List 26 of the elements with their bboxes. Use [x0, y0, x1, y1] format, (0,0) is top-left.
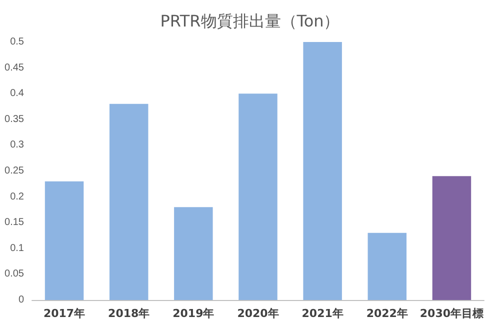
x-tick-label: 2017年: [43, 307, 86, 320]
bar: [109, 104, 148, 300]
y-tick-label: 0.15: [4, 217, 24, 228]
bar: [368, 232, 407, 300]
x-tick-label: 2030年目標: [420, 307, 484, 320]
bar: [303, 42, 342, 300]
bar: [238, 94, 278, 300]
bar: [432, 176, 472, 300]
y-tick-label: 0.25: [4, 166, 24, 176]
y-tick-label: 0.05: [4, 268, 24, 280]
x-tick-label: 2020年: [237, 307, 279, 320]
x-tick-label: 2018年: [108, 307, 150, 320]
bar: [174, 207, 213, 300]
x-tick-label: 2022年: [366, 307, 408, 320]
x-tick-label: 2019年: [172, 307, 214, 320]
bar: [44, 181, 84, 300]
y-tick-label: 0.1: [10, 242, 24, 254]
y-tick-label: 0.5: [10, 36, 24, 48]
chart-title: PRTR物質排出量（Ton）: [160, 12, 340, 30]
y-tick-label: 0: [18, 294, 24, 306]
y-tick-label: 0.4: [10, 88, 24, 100]
x-tick-label: 2021年: [302, 307, 344, 320]
y-tick-label: 0.2: [10, 191, 24, 202]
y-tick-label: 0.45: [4, 62, 24, 74]
y-tick-label: 0.3: [10, 140, 24, 151]
y-tick-label: 0.35: [4, 114, 24, 125]
